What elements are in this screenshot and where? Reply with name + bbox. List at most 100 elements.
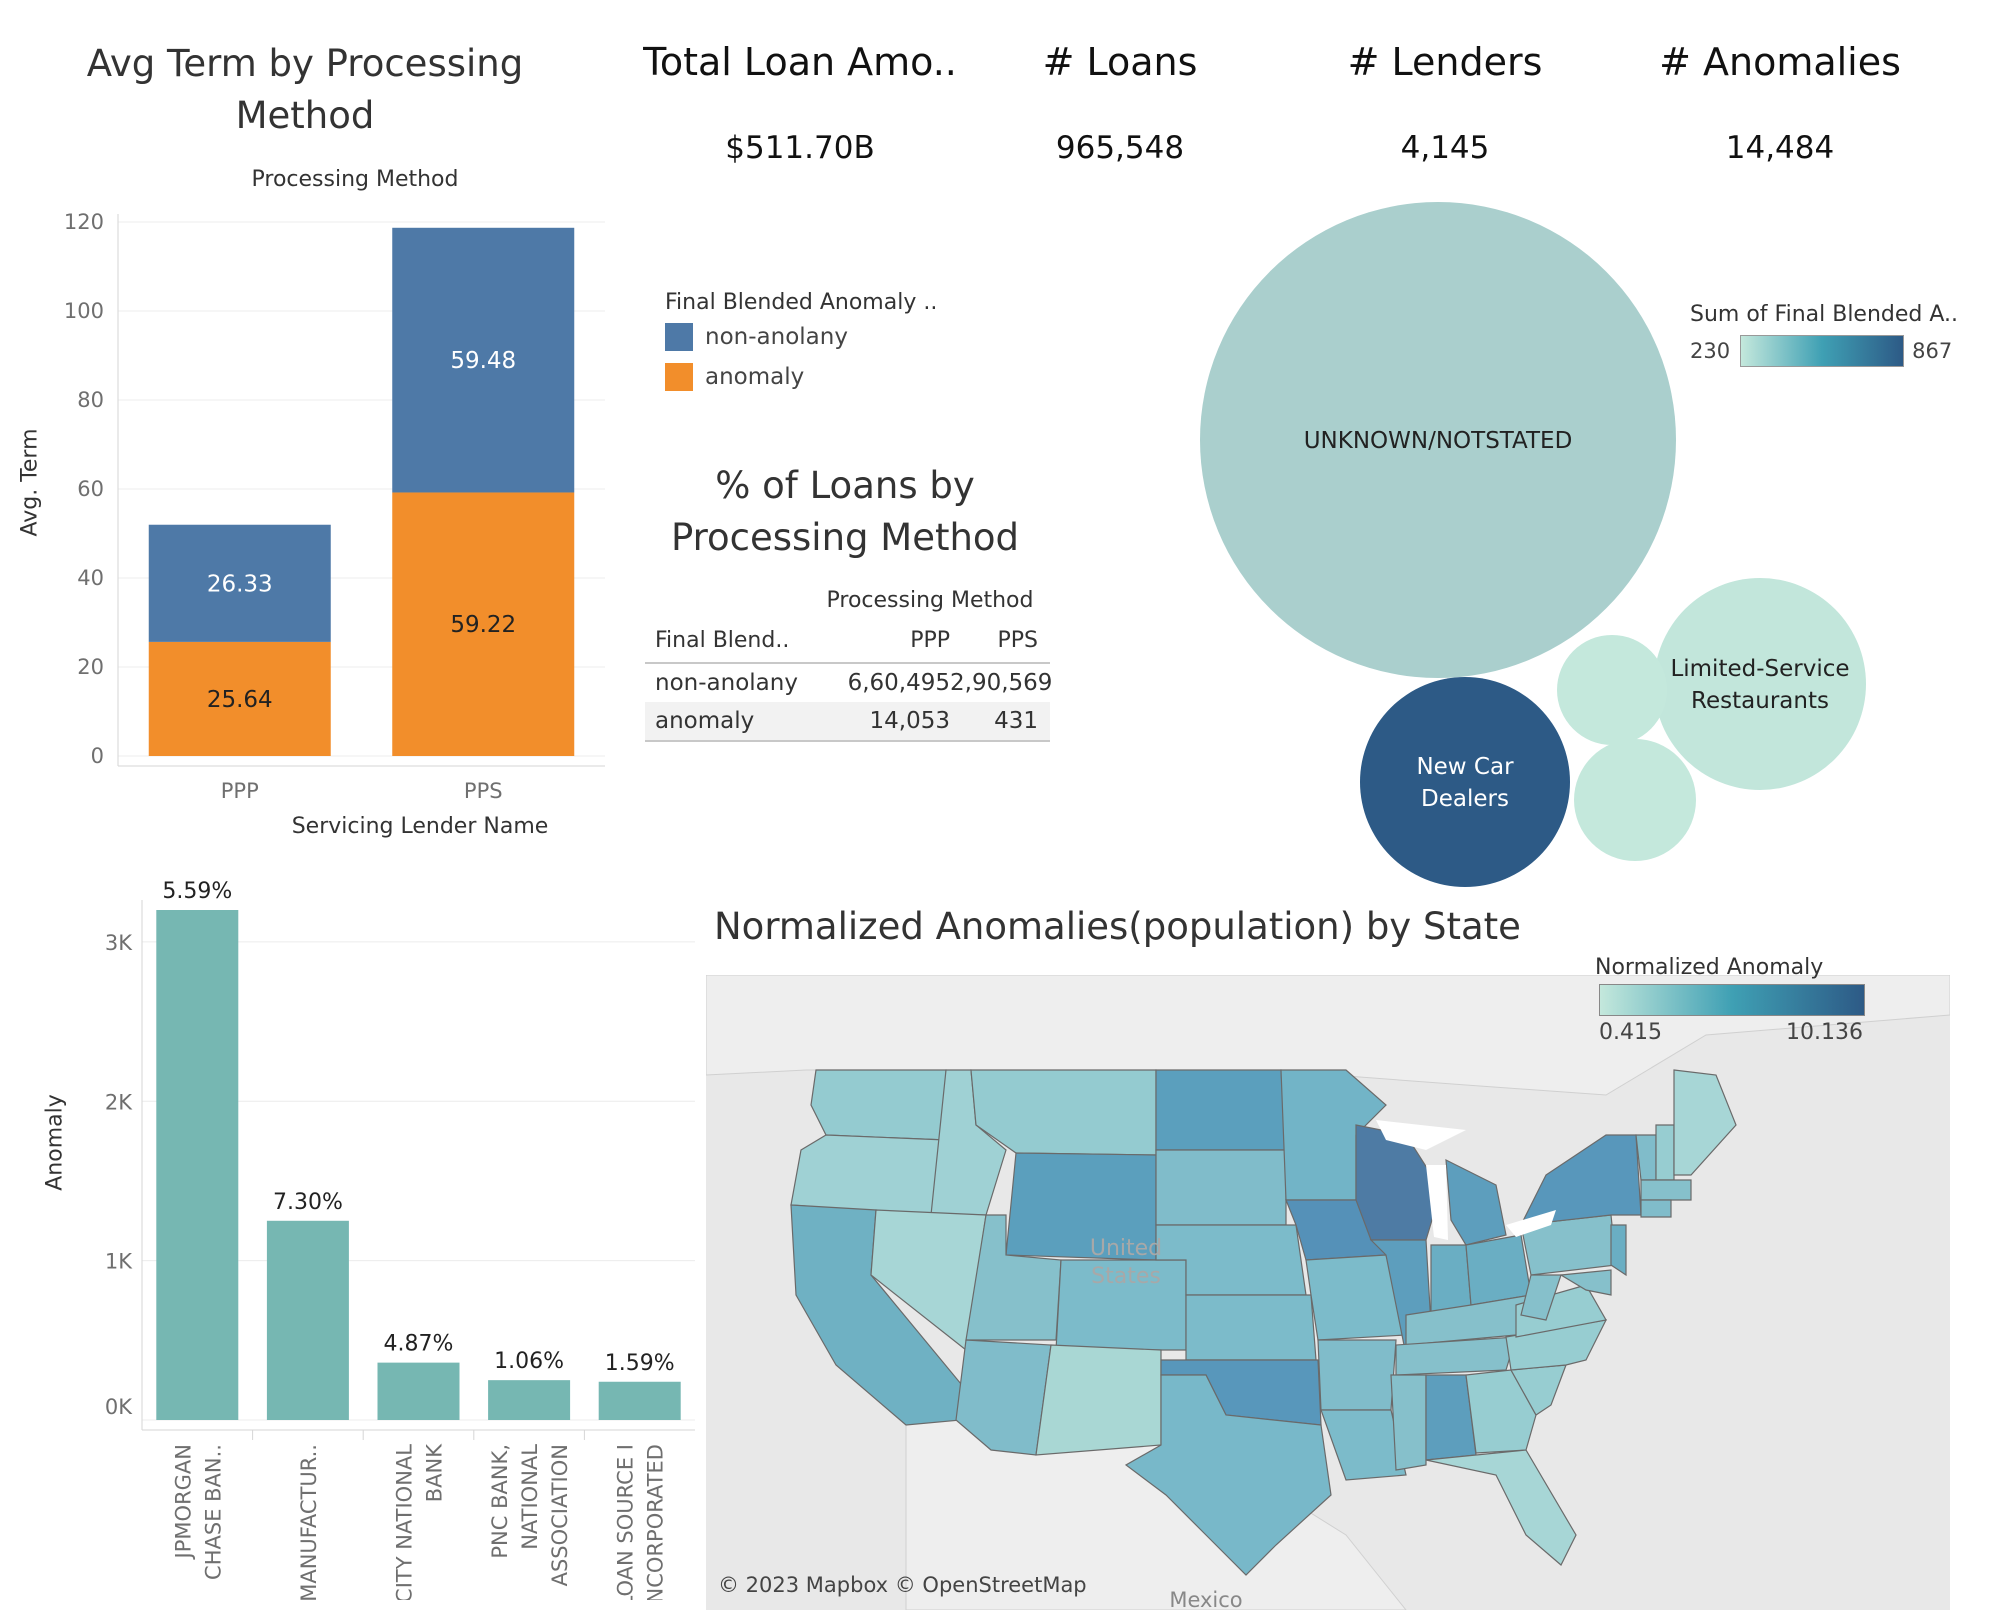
state-arizona[interactable] — [955, 1339, 1052, 1456]
state-arkansas[interactable] — [1317, 1339, 1397, 1411]
term-bar-anomaly[interactable] — [148, 641, 331, 756]
lender-x-tick: NATIONAL — [518, 1444, 542, 1550]
term-bar-non-anolany[interactable] — [392, 227, 575, 493]
state-georgia[interactable] — [1465, 1369, 1537, 1454]
bubble-legend-max: 867 — [1912, 339, 1953, 363]
map-attribution[interactable]: © 2023 Mapbox © OpenStreetMap — [718, 1573, 1087, 1597]
state-new-mexico[interactable] — [1035, 1344, 1162, 1456]
kpi-loans-value: 965,548 — [1055, 130, 1185, 166]
bubble[interactable] — [1654, 578, 1866, 790]
legend-item-non-anomaly[interactable]: non-anolany — [665, 323, 985, 351]
bubble[interactable] — [1557, 635, 1667, 745]
kpi-lenders-value: 4,145 — [1400, 130, 1490, 166]
lender-x-tick: BANK — [423, 1443, 447, 1502]
state-louisiana[interactable] — [1320, 1409, 1407, 1481]
lender-bar-label: 1.59% — [605, 1351, 675, 1376]
state-west-virginia[interactable] — [1520, 1274, 1562, 1321]
lender-y-tick: 1K — [105, 1250, 133, 1274]
lender-bar[interactable] — [488, 1380, 571, 1420]
bubble[interactable] — [1200, 202, 1676, 678]
bubble-label: Limited-Service — [1670, 656, 1849, 682]
lender-bar[interactable] — [377, 1362, 460, 1420]
state-florida[interactable] — [1425, 1449, 1577, 1566]
bubble-label: New Car — [1416, 754, 1514, 780]
state-texas[interactable] — [1124, 1374, 1332, 1576]
lender-chart: 0K 1K 2K 3K 5.59% JPMORGAN CHASE BAN.. 7.30% MAN… — [105, 879, 695, 1600]
lender-chart-ylabel: Anomaly — [42, 1094, 68, 1191]
map-place-label-1: United — [1090, 1236, 1162, 1261]
loans-table-title: % of Loans by Processing Method — [670, 464, 1020, 559]
state-connecticut[interactable] — [1640, 1199, 1672, 1218]
bubble-label: UNKNOWN/NOTSTATED — [1304, 428, 1573, 454]
term-bar-label: 25.64 — [207, 687, 273, 713]
bubble-legend-min: 230 — [1690, 339, 1731, 363]
lake-michigan — [1426, 1165, 1448, 1240]
lender-bar[interactable] — [156, 910, 239, 1420]
state-south-dakota[interactable] — [1155, 1149, 1287, 1226]
state-ohio[interactable] — [1465, 1234, 1532, 1306]
map-legend-gradient — [1599, 984, 1865, 1016]
bubble-legend-title: Sum of Final Blended A.. — [1690, 302, 1959, 327]
kpi-anomalies-title: # Anomalies — [1659, 40, 1901, 84]
bubble[interactable] — [1574, 739, 1696, 861]
term-y-tick: 40 — [77, 566, 104, 590]
term-x-tick: PPS — [464, 779, 503, 803]
table-cell: 431 — [994, 708, 1038, 734]
map-legend-title: Normalized Anomaly — [1595, 955, 1824, 980]
state-michigan[interactable] — [1445, 1158, 1507, 1246]
term-bar-non-anolany[interactable] — [148, 524, 331, 642]
loans-table-col-pps: PPS — [997, 628, 1039, 653]
lender-x-tick: CITY NATIONAL — [393, 1444, 417, 1600]
map-legend-max: 10.136 — [1786, 1020, 1863, 1045]
state-missouri[interactable] — [1305, 1254, 1407, 1341]
lake-superior — [1376, 1120, 1466, 1150]
lender-chart-title: Servicing Lender Name — [291, 814, 549, 839]
lender-bar-label: 7.30% — [273, 1190, 343, 1215]
state-new-jersey[interactable] — [1610, 1224, 1627, 1277]
term-y-tick: 100 — [64, 299, 104, 323]
legend-title: Final Blended Anomaly .. — [665, 290, 938, 315]
state-kansas[interactable] — [1185, 1294, 1317, 1361]
state-map[interactable]: United States Mexico © 2023 Mapbox © Ope… — [706, 975, 1950, 1610]
lender-bar[interactable] — [598, 1381, 681, 1420]
term-x-tick: PPP — [221, 779, 259, 803]
state-maryland[interactable] — [1559, 1269, 1612, 1296]
lender-y-tick: 0K — [105, 1395, 133, 1419]
state-washington[interactable] — [810, 1069, 947, 1141]
state-oregon[interactable] — [790, 1134, 947, 1216]
state-north-dakota[interactable] — [1155, 1069, 1287, 1151]
kpi-loans-title: # Loans — [1042, 40, 1198, 84]
state-massachusetts[interactable] — [1640, 1179, 1692, 1201]
lender-bar[interactable] — [266, 1220, 349, 1420]
legend-swatch-non-anomaly — [665, 323, 693, 351]
legend-label-anomaly: anomaly — [705, 364, 805, 390]
term-bar-anomaly[interactable] — [392, 492, 575, 756]
bubble[interactable] — [1360, 677, 1570, 887]
state-new-hampshire[interactable] — [1655, 1124, 1675, 1181]
map-bottom-label: Mexico — [1169, 1588, 1242, 1610]
lake-erie — [1506, 1210, 1556, 1237]
table-cell: 6,60,495 — [847, 670, 950, 696]
state-virginia[interactable] — [1515, 1284, 1607, 1338]
table-cell: 2,90,569 — [950, 670, 1053, 696]
term-chart-ylabel: Avg. Term — [17, 428, 43, 537]
state-mississippi[interactable] — [1390, 1374, 1427, 1471]
loans-table-col-header: Processing Method — [826, 588, 1034, 613]
lender-y-tick: 3K — [105, 931, 133, 955]
loans-table-divider-bottom — [645, 740, 1050, 742]
kpi-lenders-title: # Lenders — [1347, 40, 1543, 84]
kpi-anomalies-value: 14,484 — [1725, 130, 1835, 166]
legend-item-anomaly[interactable]: anomaly — [665, 363, 985, 391]
map-place-label-2: States — [1091, 1264, 1161, 1289]
loans-table-col-ppp: PPP — [910, 628, 950, 653]
map-legend-min: 0.415 — [1599, 1020, 1662, 1045]
lender-x-tick: NCORPORATED — [644, 1444, 668, 1600]
bubble-legend-gradient — [1740, 335, 1905, 367]
lender-y-tick: 2K — [105, 1090, 133, 1114]
lender-x-tick: CHASE BAN.. — [201, 1444, 225, 1580]
state-maine[interactable] — [1673, 1069, 1737, 1176]
term-y-tick: 20 — [77, 655, 104, 679]
legend-label-non-anomaly: non-anolany — [705, 324, 848, 350]
loans-table-divider-top — [645, 662, 1050, 664]
kpi-total-loan-title: Total Loan Amo.. — [643, 40, 957, 84]
